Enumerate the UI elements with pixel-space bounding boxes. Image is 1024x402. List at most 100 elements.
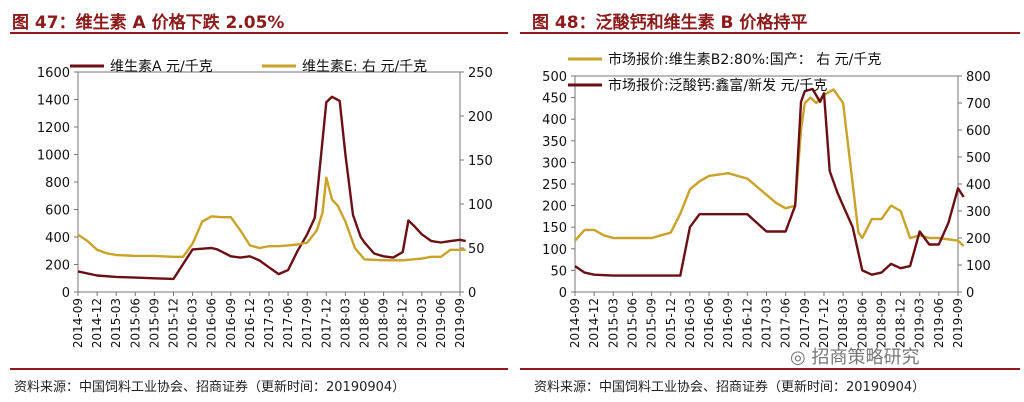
watermark-text: 招商策略研究 xyxy=(811,347,920,368)
title-rule xyxy=(10,32,508,34)
y-left-tick-label: 600 xyxy=(45,204,70,219)
x-tick-label: 2016-06 xyxy=(702,298,716,348)
x-tick-label: 2016-03 xyxy=(683,298,697,348)
series-line-0 xyxy=(77,95,466,281)
y-right-tick-label: 800 xyxy=(966,70,991,85)
y-left-tick-label: 500 xyxy=(542,70,567,85)
y-right-tick-label: 700 xyxy=(966,97,991,112)
chart-panel-vitamin-a: 图 47：维生素 A 价格下跌 2.05% 0 200 400 600 800 1000 1… xyxy=(0,0,510,402)
wechat-icon: ◎ xyxy=(790,347,806,368)
x-tick-label: 2014-12 xyxy=(587,298,601,348)
source-rule xyxy=(10,368,508,370)
x-tick-label: 2018-09 xyxy=(377,298,391,348)
legend-label-0: 市场报价:维生素B2:80%:国产： 右 元/千克 xyxy=(608,51,881,68)
chart-svg: 0 50 100 150 200 250 300 350 400 450 500 0 100 200 300… xyxy=(542,51,991,348)
x-tick-label: 2017-09 xyxy=(300,298,314,348)
chart-title: 图 47：维生素 A 价格下跌 2.05% xyxy=(12,13,285,33)
x-tick-label: 2015-09 xyxy=(645,298,659,348)
chart-svg: 0 200 400 600 800 1000 1200 1400 1600 0 50 100 150 20… xyxy=(37,59,493,348)
y-left-tick-label: 150 xyxy=(542,221,567,236)
x-tick-label: 2018-12 xyxy=(894,298,908,348)
y-right-tick-label: 500 xyxy=(966,151,991,166)
y-left-tick-label: 450 xyxy=(542,92,567,107)
x-tick-label: 2018-06 xyxy=(855,298,869,348)
x-tick-label: 2019-06 xyxy=(932,298,946,348)
y-left-tick-label: 250 xyxy=(542,178,567,193)
y-left-tick-label: 0 xyxy=(62,286,70,301)
x-tick-label: 2016-09 xyxy=(721,298,735,348)
x-tick-label: 2017-06 xyxy=(779,298,793,348)
y-right-tick-label: 50 xyxy=(468,242,485,257)
y-left-tick-label: 400 xyxy=(542,113,567,128)
legend-label-1: 维生素E: 右 元/千克 xyxy=(302,59,427,75)
x-tick-label: 2014-09 xyxy=(568,298,582,348)
y-left-tick-label: 800 xyxy=(45,176,70,191)
y-right-tick-label: 100 xyxy=(966,259,991,274)
legend-label-1: 市场报价:泛酸钙:鑫富/新发 元/千克 xyxy=(608,77,827,94)
x-tick-label: 2018-09 xyxy=(874,298,888,348)
x-tick-label: 2016-06 xyxy=(205,298,219,348)
title-rule xyxy=(520,32,1020,34)
y-right-tick-label: 200 xyxy=(966,232,991,247)
chart-title: 图 48：泛酸钙和维生素 B 价格持平 xyxy=(532,13,808,33)
watermark: ◎ 招商策略研究 xyxy=(790,343,919,369)
y-left-tick-label: 300 xyxy=(542,156,567,171)
x-tick-label: 2019-06 xyxy=(434,298,448,348)
y-right-tick-label: 0 xyxy=(468,286,476,301)
x-tick-label: 2014-09 xyxy=(71,298,85,348)
series-line-1 xyxy=(574,87,965,277)
x-tick-label: 2015-06 xyxy=(128,298,142,348)
x-tick-label: 2018-03 xyxy=(338,298,352,348)
plot-frame xyxy=(77,71,461,293)
chart-panel-vitamin-b: 图 48：泛酸钙和维生素 B 价格持平 0 50 100 150 200 250 300 35… xyxy=(520,0,1024,402)
x-tick-label: 2014-12 xyxy=(90,298,104,348)
x-tick-label: 2015-12 xyxy=(664,298,678,348)
source-note: 资料来源：中国饲料工业协会、招商证券（更新时间：20190904） xyxy=(534,380,926,395)
series-line-1 xyxy=(77,176,466,262)
y-left-tick-label: 200 xyxy=(542,200,567,215)
y-left-tick-label: 0 xyxy=(559,286,567,301)
y-left-tick-label: 350 xyxy=(542,135,567,150)
x-tick-label: 2019-03 xyxy=(415,298,429,348)
y-right-tick-label: 400 xyxy=(966,178,991,193)
x-tick-label: 2019-09 xyxy=(951,298,965,348)
y-left-tick-label: 50 xyxy=(550,264,567,279)
x-tick-label: 2016-12 xyxy=(740,298,754,348)
x-tick-label: 2015-06 xyxy=(625,298,639,348)
y-right-tick-label: 150 xyxy=(468,154,493,169)
legend-label-0: 维生素A 元/千克 xyxy=(110,59,213,75)
x-tick-label: 2016-09 xyxy=(224,298,238,348)
x-tick-label: 2017-06 xyxy=(281,298,295,348)
x-tick-label: 2015-03 xyxy=(606,298,620,348)
x-tick-label: 2017-03 xyxy=(760,298,774,348)
x-tick-label: 2017-03 xyxy=(262,298,276,348)
y-left-tick-label: 1600 xyxy=(37,66,70,81)
source-note: 资料来源：中国饲料工业协会、招商证券（更新时间：20190904） xyxy=(14,380,406,395)
x-tick-label: 2019-09 xyxy=(453,298,467,348)
source-rule xyxy=(520,368,1020,370)
x-tick-label: 2015-03 xyxy=(109,298,123,348)
y-left-tick-label: 100 xyxy=(542,243,567,258)
y-right-tick-label: 0 xyxy=(966,286,974,301)
y-right-tick-label: 100 xyxy=(468,198,493,213)
y-right-tick-label: 300 xyxy=(966,205,991,220)
plot-frame xyxy=(574,75,959,293)
x-tick-label: 2016-03 xyxy=(186,298,200,348)
x-tick-label: 2018-03 xyxy=(836,298,850,348)
x-tick-label: 2017-12 xyxy=(319,298,333,348)
y-left-tick-label: 1200 xyxy=(37,121,70,136)
y-right-tick-label: 250 xyxy=(468,66,493,81)
y-right-tick-label: 600 xyxy=(966,124,991,139)
x-tick-label: 2018-06 xyxy=(358,298,372,348)
x-tick-label: 2015-12 xyxy=(167,298,181,348)
y-left-tick-label: 1400 xyxy=(37,94,70,109)
y-left-tick-label: 1000 xyxy=(37,149,70,164)
y-left-tick-label: 400 xyxy=(45,231,70,246)
x-tick-label: 2015-09 xyxy=(147,298,161,348)
y-left-tick-label: 200 xyxy=(45,259,70,274)
x-tick-label: 2017-09 xyxy=(798,298,812,348)
x-tick-label: 2016-12 xyxy=(243,298,257,348)
x-tick-label: 2018-12 xyxy=(396,298,410,348)
y-right-tick-label: 200 xyxy=(468,110,493,125)
series-line-0 xyxy=(574,88,965,247)
